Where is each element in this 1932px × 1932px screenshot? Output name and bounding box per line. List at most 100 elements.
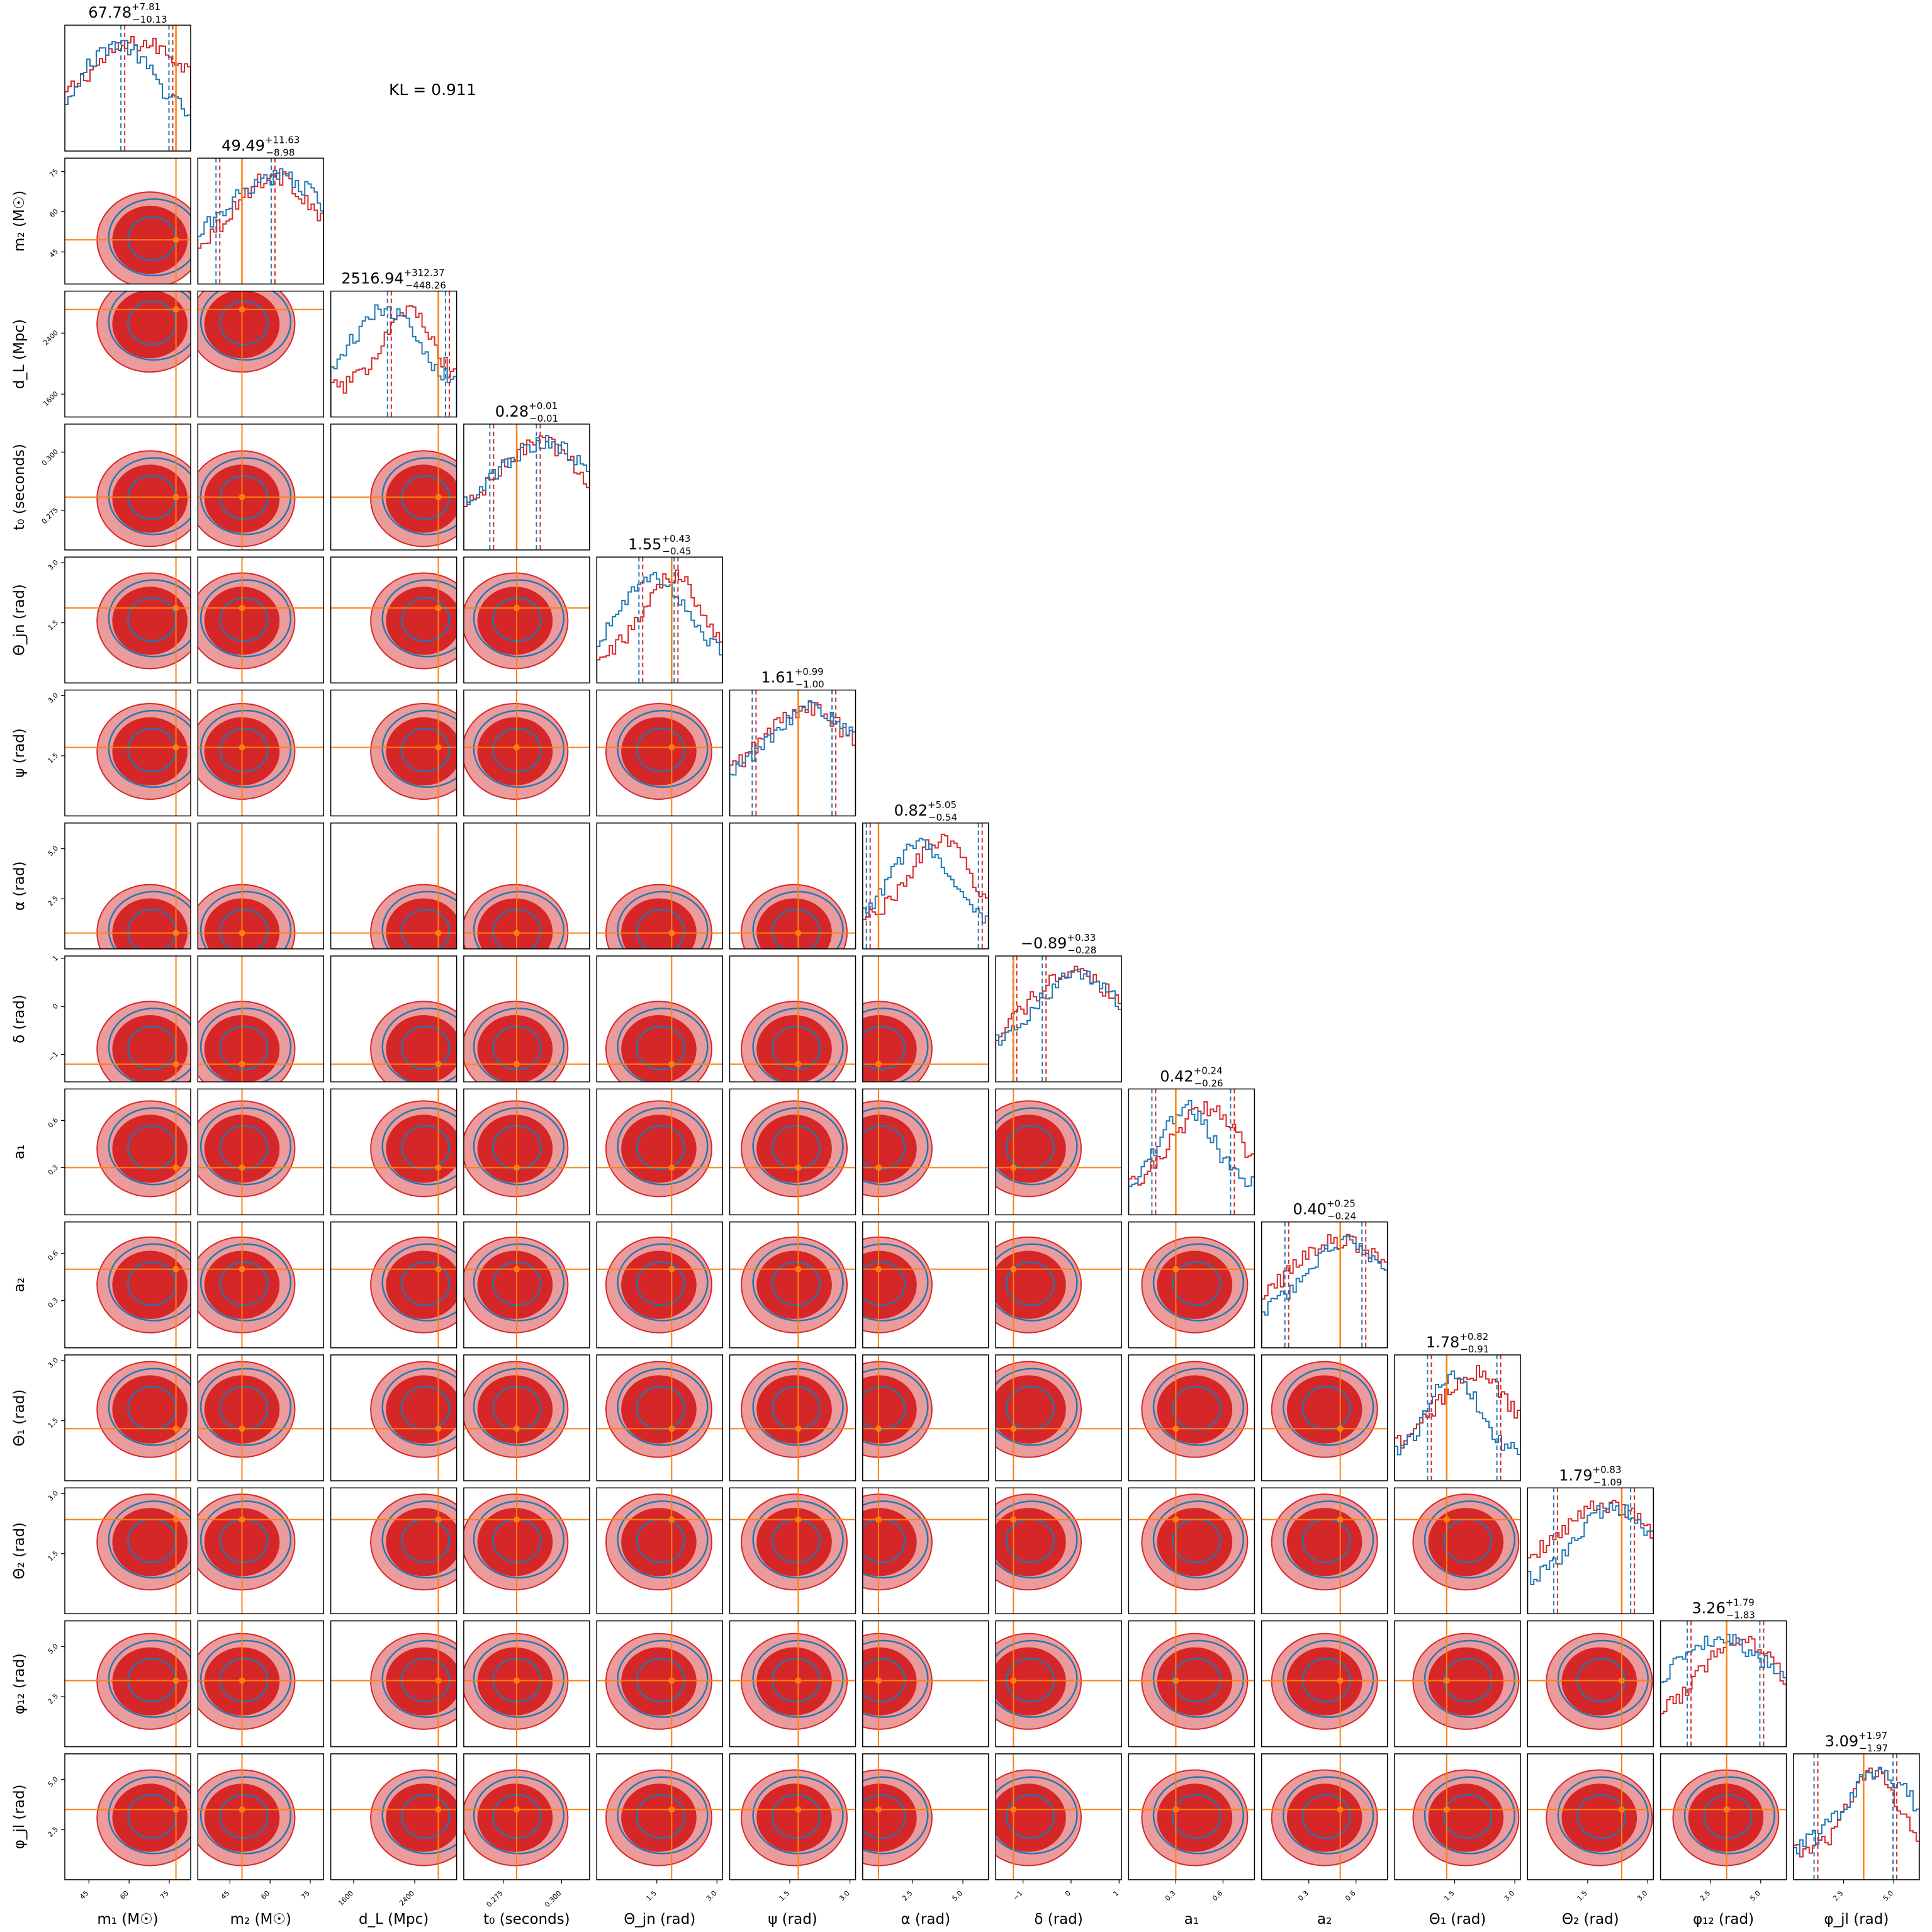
panel-contents [1261,1753,1388,1880]
contour-inner-blue [771,1261,821,1306]
panel-dL-m2 [197,290,325,418]
contour-inner-blue [636,1386,685,1431]
panel-frame [64,1753,191,1880]
title-median: 0.82 [894,802,928,819]
truth-point [1618,1677,1625,1684]
panel-theta1-m2 [197,1354,325,1481]
panel-contents [65,424,191,550]
y-tick-label: 0.3 [47,1296,60,1310]
x-tick-label: 2.5 [1831,1889,1845,1903]
truth-point [795,1060,802,1067]
y-axis-label-delta: δ (rad) [11,994,28,1043]
histogram-red-thetajn [597,569,723,683]
contour-outer-blue [1152,1776,1245,1855]
panel-a2-a2: 0.40+0.25 −0.24 [1261,1198,1388,1349]
histogram-blue-a2 [1261,1235,1388,1348]
truth-point [513,1806,520,1813]
panel-a2-thetajn [596,1221,723,1349]
contour-outer-blue [617,1368,709,1446]
panel-frame [197,1487,325,1615]
panel-theta1-a2 [1261,1354,1388,1481]
truth-point [875,1164,882,1171]
panel-phijl-a2: 0.3 0.6 a₂ [1261,1753,1388,1928]
panel-phi12-a1 [1128,1620,1255,1748]
panel-theta1-dL [330,1354,458,1481]
contour-outer-blue [996,1500,1078,1579]
panel-contents [862,1222,989,1348]
panel-contents [330,1355,457,1481]
panel-frame [1261,1221,1388,1349]
panel-contents [463,823,590,949]
panel-dL-m1: 1600 2400 d_L (Mpc) [11,290,191,418]
contour-inner-blue [1172,1794,1222,1839]
panel-frame [596,556,723,683]
panel-psi-t0 [463,689,590,817]
contour-inner-blue [636,1794,685,1839]
panel-theta2-m2 [197,1487,325,1615]
truth-point [435,1806,442,1813]
panel-frame [197,689,325,817]
y-tick-label: 0.300 [40,447,60,467]
panel-contents [65,823,191,949]
panel-contents [463,690,590,816]
x-tick-label: 45 [219,1889,231,1901]
truth-point [1172,1516,1179,1523]
y-tick-label: 0.6 [47,1249,60,1263]
contour-outer-blue [996,1243,1078,1322]
contour-outer-blue [108,291,191,361]
truth-point [435,1425,442,1432]
truth-point [1337,1516,1344,1523]
marginal-title-phijl: 3.09+1.97 −1.97 [1825,1730,1888,1754]
panel-contents [597,1355,723,1481]
panel-contents [862,1355,989,1481]
panel-contents [597,1222,723,1348]
panel-contents [597,690,723,816]
panel-frame [463,1354,590,1481]
panel-t0-m1: 0.275 0.300 t₀ (seconds) [11,424,191,551]
panel-psi-m2 [197,689,325,817]
panel-contents [729,1222,856,1348]
panel-frame [995,1620,1122,1748]
panel-frame [1527,1753,1654,1880]
contour-outer-blue [473,1639,565,1718]
panel-phi12-a2 [1261,1620,1388,1748]
contour-outer-blue [617,1639,709,1718]
contour-inner-blue [636,1261,685,1306]
y-tick-label: 1.5 [47,619,60,632]
contour-outer-blue [617,1776,709,1855]
title-minus: −0.54 [928,812,957,823]
truth-point [1337,1677,1344,1684]
contour-outer-blue [862,1500,929,1579]
panel-contents [65,956,191,1082]
y-tick-label: 5.0 [47,1642,60,1656]
y-tick-label: 3.0 [47,558,60,572]
contour-outer-blue [108,579,191,658]
panel-phijl-thetajn: 1.5 3.0 Θ_jn (rad) [596,1753,723,1928]
contour-outer-blue [199,709,292,789]
panel-contents [65,1620,191,1747]
truth-point [239,1060,245,1067]
truth-point [1172,1677,1179,1684]
x-axis-label-dL: d_L (Mpc) [359,1911,429,1928]
panel-contents [463,956,590,1082]
panel-contents [330,956,457,1082]
truth-point [513,1516,520,1523]
truth-point [239,306,245,313]
contour-inner-blue [401,909,451,949]
contour-outer-blue [199,1776,292,1855]
panel-phijl-dL: 1600 2400 d_L (Mpc) [330,1753,458,1928]
truth-point [435,744,442,751]
panel-contents [463,1488,590,1614]
panel-contents [330,1753,457,1880]
contour-inner-blue [772,909,821,949]
marginal-title-a2: 0.40+0.25 −0.24 [1293,1198,1356,1222]
panel-frame [1128,1088,1255,1216]
title-minus: −0.91 [1460,1344,1489,1355]
panel-phijl-alpha: 2.5 5.0α (rad) [862,1753,989,1928]
panel-contents [1395,1355,1520,1481]
y-tick-label: 75 [48,167,60,179]
y-tick-label: 2.5 [47,894,60,908]
x-tick-label: 0 [1064,1889,1072,1898]
x-tick-label: 60 [118,1889,130,1901]
x-axis-label-psi: ψ (rad) [768,1911,817,1928]
